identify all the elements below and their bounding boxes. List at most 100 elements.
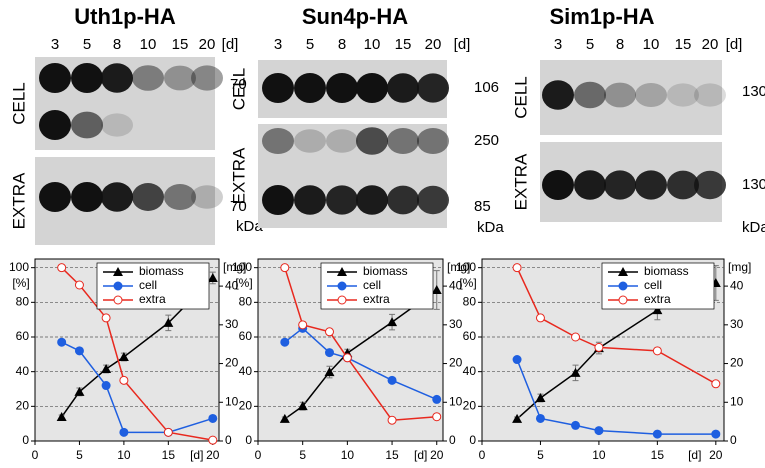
- x-axis-label: [d]: [190, 448, 203, 462]
- marker: [535, 413, 545, 423]
- y2-tick-label: 0: [225, 433, 232, 447]
- blot-band: [101, 113, 133, 137]
- blot-band: [294, 73, 326, 103]
- lane-label: 15: [395, 36, 412, 53]
- blot-band: [71, 111, 103, 139]
- marker: [101, 313, 111, 323]
- marker: [113, 267, 123, 276]
- marker: [118, 351, 129, 361]
- marker: [208, 435, 218, 445]
- blot-title: Sun4p-HA: [302, 4, 408, 29]
- marker: [571, 420, 581, 430]
- blot-band: [164, 184, 196, 210]
- y2-tick-label: 0: [730, 433, 737, 447]
- marker: [298, 320, 308, 330]
- blot-band: [191, 185, 223, 209]
- lane-label: 15: [172, 36, 189, 53]
- size-marker: 106: [474, 79, 499, 96]
- y-tick-label: 40: [16, 364, 30, 378]
- lane-label: 5: [83, 36, 91, 53]
- legend-label: cell: [644, 278, 662, 292]
- blot-band: [542, 170, 574, 200]
- y-tick-label: 20: [463, 399, 477, 413]
- blot-band: [694, 83, 726, 107]
- blot-side-label: EXTRA: [229, 147, 248, 204]
- x-tick-label: 10: [117, 448, 131, 462]
- lane-label: 20: [199, 36, 216, 53]
- marker: [119, 427, 129, 437]
- x-tick-label: 15: [651, 448, 665, 462]
- marker: [57, 337, 67, 347]
- blot-band: [132, 65, 164, 91]
- marker: [432, 394, 442, 404]
- series-line: [516, 267, 717, 385]
- marker: [512, 413, 523, 423]
- blot-band: [262, 185, 294, 215]
- blot-band: [574, 81, 606, 109]
- y2-tick-label: 0: [449, 433, 456, 447]
- marker: [119, 375, 129, 385]
- x-tick-label: 5: [76, 448, 83, 462]
- blot-band: [101, 63, 133, 93]
- marker: [652, 346, 662, 356]
- blot-band: [574, 170, 606, 200]
- y-tick-label: 40: [239, 364, 253, 378]
- lane-label: 3: [51, 36, 59, 53]
- marker: [57, 263, 67, 273]
- blot-band: [387, 128, 419, 154]
- y-tick-label: 80: [16, 295, 30, 309]
- blot-title: Sim1p-HA: [549, 4, 654, 29]
- size-marker: 70: [230, 198, 247, 215]
- blot-band: [635, 170, 667, 200]
- blot-band: [387, 73, 419, 103]
- marker: [163, 427, 173, 437]
- x-tick-label: 15: [162, 448, 176, 462]
- marker: [711, 379, 721, 389]
- size-marker: 250: [474, 132, 499, 149]
- y2-tick-label: 10: [449, 394, 463, 408]
- y-tick-label: 60: [16, 329, 30, 343]
- y-tick-label: 100: [456, 260, 476, 274]
- y2-tick-label: 20: [449, 356, 463, 370]
- y2-axis-label: [mg]: [728, 260, 751, 274]
- y-tick-label: 60: [239, 329, 253, 343]
- marker-unit: kDa: [742, 219, 765, 236]
- lane-label: 5: [586, 36, 594, 53]
- blot-band: [71, 182, 103, 212]
- y-tick-label: 100: [9, 260, 29, 274]
- marker: [618, 281, 628, 291]
- marker: [431, 284, 442, 294]
- lane-label: 8: [113, 36, 121, 53]
- marker: [570, 367, 581, 377]
- legend-label: biomass: [644, 264, 689, 278]
- marker: [571, 332, 581, 342]
- series-line: [516, 359, 716, 435]
- blot-band: [356, 73, 388, 103]
- size-marker: 130: [742, 83, 765, 100]
- marker: [512, 355, 522, 365]
- lane-label: 3: [274, 36, 282, 53]
- marker: [297, 401, 308, 411]
- y-tick-label: 20: [239, 399, 253, 413]
- y-tick-label: 40: [463, 364, 477, 378]
- blot-band: [326, 73, 358, 103]
- x-tick-label: 20: [430, 448, 444, 462]
- marker: [74, 386, 85, 396]
- marker: [652, 305, 663, 315]
- marker: [432, 412, 442, 422]
- marker: [618, 295, 628, 305]
- x-tick-label: 20: [709, 448, 723, 462]
- marker: [594, 342, 604, 352]
- blot-band: [132, 183, 164, 211]
- marker: [324, 327, 334, 337]
- blot-band: [417, 73, 449, 103]
- marker: [337, 295, 347, 305]
- lane-label: 20: [425, 36, 442, 53]
- y2-tick-label: 20: [225, 356, 239, 370]
- blot-band: [667, 170, 699, 200]
- size-marker: 70: [230, 76, 247, 93]
- marker: [535, 393, 546, 403]
- marker: [342, 353, 352, 363]
- lane-label: 10: [140, 36, 157, 53]
